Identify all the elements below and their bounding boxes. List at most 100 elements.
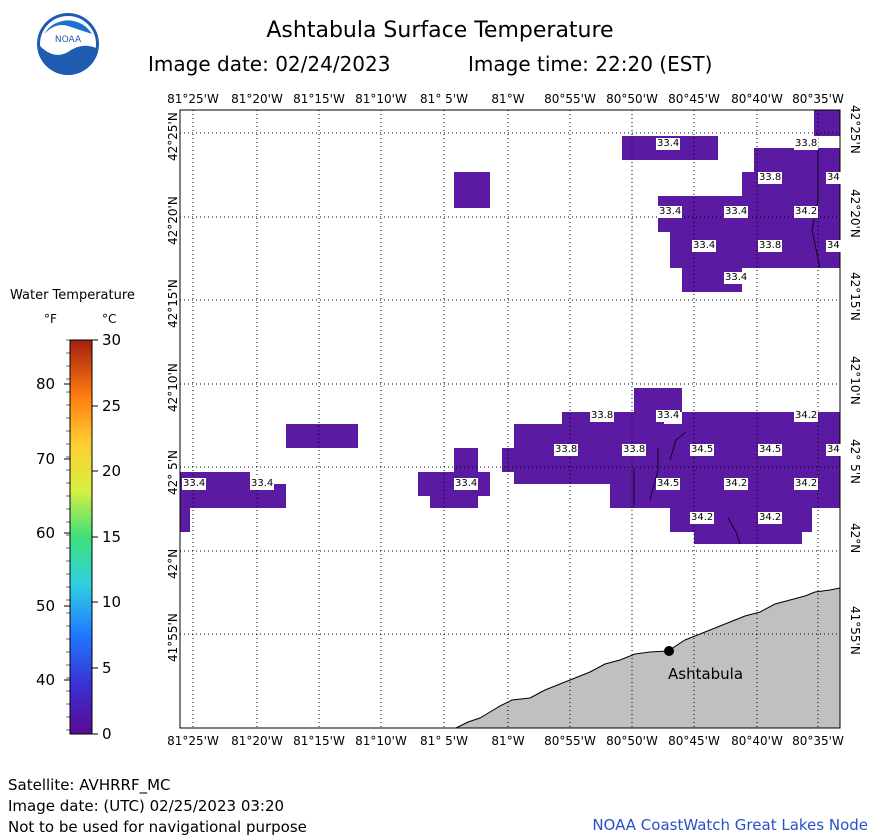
- latitude-label-left: 42°15'N: [166, 279, 180, 328]
- longitude-label-top: 80°40'W: [731, 92, 783, 106]
- longitude-label-bottom: 81°25'W: [167, 734, 219, 748]
- temperature-value-label: 34.2: [794, 478, 819, 490]
- water-temperature-cell: [454, 448, 478, 472]
- longitude-label-bottom: 81°10'W: [355, 734, 407, 748]
- longitude-label-top: 81°10'W: [355, 92, 407, 106]
- map-title: Ashtabula Surface Temperature: [266, 18, 614, 43]
- land-area: [455, 587, 841, 729]
- legend-fahrenheit-tick: 50: [36, 597, 56, 615]
- latitude-label-right: 41°55'N: [848, 606, 862, 655]
- shoreline-land: [455, 587, 841, 729]
- longitude-label-bottom: 81°W: [491, 734, 525, 748]
- legend-fahrenheit-tick: 80: [36, 375, 56, 393]
- map-frame: [179, 109, 841, 729]
- longitude-label-bottom: 80°45'W: [668, 734, 720, 748]
- water-temperature-cell: [682, 412, 742, 424]
- legend-fahrenheit-tick: 70: [36, 450, 56, 468]
- temperature-value-label: 33.4: [658, 206, 683, 218]
- city-label-ashtabula: Ashtabula: [668, 665, 744, 683]
- temperature-value-label: 33.8: [758, 172, 783, 184]
- water-temperature-cell: [502, 448, 514, 472]
- longitude-label-top: 81°15'W: [293, 92, 345, 106]
- longitude-label-bottom: 80°40'W: [731, 734, 783, 748]
- longitude-label-top: 81°20'W: [231, 92, 283, 106]
- water-temperature-cell: [454, 172, 490, 208]
- temperature-value-label: 33.4: [656, 138, 681, 150]
- latitude-label-right: 42° 5'N: [848, 439, 862, 484]
- temperature-value-label: 33.4: [724, 206, 749, 218]
- disclaimer: Not to be used for navigational purpose: [8, 818, 307, 836]
- temperature-value-label: 33.8: [622, 444, 647, 456]
- legend-celsius-tick: 15: [102, 528, 122, 546]
- temperature-value-label: 33.4: [656, 410, 681, 422]
- temperature-value-label: 33.4: [692, 240, 717, 252]
- city-marker-ashtabula: [664, 646, 674, 656]
- legend-celsius-tick: 0: [102, 725, 112, 743]
- latitude-label-right: 42°20'N: [848, 189, 862, 238]
- water-temperature-cell: [694, 532, 802, 544]
- legend-unit-fahrenheit: °F: [44, 312, 57, 326]
- temperature-value-label: 34.2: [794, 206, 819, 218]
- temperature-value-label-edge: 34: [826, 172, 841, 184]
- water-temperature-cell: [180, 508, 190, 532]
- temperature-value-label: 34.5: [690, 444, 715, 456]
- longitude-label-bottom: 80°35'W: [792, 734, 844, 748]
- latitude-label-right: 42°15'N: [848, 272, 862, 321]
- temperature-value-label: 34.2: [690, 512, 715, 524]
- temperature-value-label: 33.4: [454, 478, 479, 490]
- legend-celsius-tick: 25: [102, 397, 122, 415]
- longitude-label-top: 81°W: [491, 92, 525, 106]
- temperature-value-label: 34.5: [758, 444, 783, 456]
- latitude-label-left: 42°20'N: [166, 196, 180, 245]
- image-date: Image date: 02/24/2023: [148, 52, 391, 76]
- svg-text:NOAA: NOAA: [55, 35, 82, 45]
- latitude-label-left: 41°55'N: [166, 613, 180, 662]
- utc-date: Image date: (UTC) 02/25/2023 03:20: [8, 797, 285, 815]
- legend-celsius-tick: 20: [102, 462, 122, 480]
- latitude-label-right: 42°10'N: [848, 356, 862, 405]
- temperature-value-label: 34.5: [656, 478, 681, 490]
- legend-title: Water Temperature: [10, 288, 135, 303]
- latitude-label-left: 42°N: [166, 548, 180, 579]
- latitude-label-left: 42°10'N: [166, 363, 180, 412]
- credit-link[interactable]: NOAA CoastWatch Great Lakes Node: [592, 816, 868, 834]
- image-time: Image time: 22:20 (EST): [468, 52, 713, 76]
- water-temperature-cell: [634, 388, 682, 412]
- temperature-value-label: 33.4: [250, 478, 275, 490]
- latitude-label-right: 42°N: [848, 523, 862, 554]
- legend-fahrenheit-tick: 60: [36, 524, 56, 542]
- longitude-label-bottom: 80°50'W: [606, 734, 658, 748]
- latitude-label-left: 42° 5'N: [166, 450, 180, 495]
- temperature-value-label-edge: 34: [826, 444, 841, 456]
- longitude-label-bottom: 81° 5'W: [420, 734, 468, 748]
- noaa-logo: NOAA: [36, 12, 100, 76]
- longitude-label-top: 81°25'W: [167, 92, 219, 106]
- temperature-value-label-edge: 34: [826, 240, 841, 252]
- longitude-label-top: 80°35'W: [792, 92, 844, 106]
- temperature-value-label: 33.8: [554, 444, 579, 456]
- temperature-value-label: 33.4: [724, 272, 749, 284]
- legend-celsius-tick: 10: [102, 593, 122, 611]
- longitude-label-bottom: 81°20'W: [231, 734, 283, 748]
- temperature-value-label: 33.8: [590, 410, 615, 422]
- legend-fahrenheit-tick: 40: [36, 671, 56, 689]
- footer-info: Satellite: AVHRRF_MC Image date: (UTC) 0…: [8, 775, 307, 838]
- latitude-label-left: 42°25'N: [166, 112, 180, 161]
- legend-celsius-tick: 30: [102, 331, 122, 349]
- temperature-value-label: 33.4: [182, 478, 207, 490]
- latitude-label-right: 42°25'N: [848, 105, 862, 154]
- longitude-label-top: 81° 5'W: [420, 92, 468, 106]
- water-temperature-cell: [430, 496, 478, 508]
- legend-colorbar: [64, 339, 98, 735]
- water-temperature-cell: [754, 148, 840, 172]
- legend-unit-celsius: °C: [102, 312, 117, 326]
- temperature-value-label: 33.8: [758, 240, 783, 252]
- longitude-label-top: 80°45'W: [668, 92, 720, 106]
- satellite-name: Satellite: AVHRRF_MC: [8, 776, 171, 794]
- temperature-value-label: 34.2: [758, 512, 783, 524]
- legend-celsius-tick: 5: [102, 659, 112, 677]
- legend-gradient: [69, 339, 93, 735]
- longitude-label-bottom: 80°55'W: [544, 734, 596, 748]
- longitude-label-bottom: 81°15'W: [293, 734, 345, 748]
